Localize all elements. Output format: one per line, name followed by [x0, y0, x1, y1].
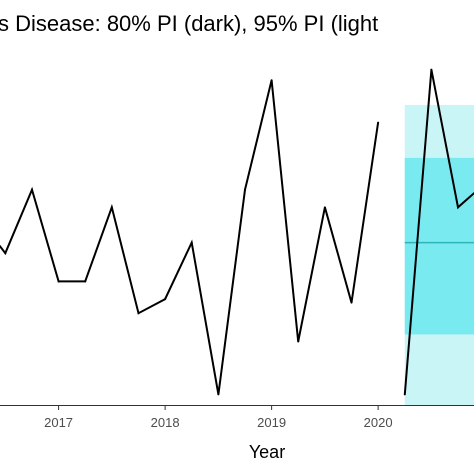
observed-point [297, 340, 300, 343]
observed-point [270, 79, 273, 82]
observed-point [137, 312, 140, 315]
observed-point [57, 280, 60, 283]
chart-title: s Disease: 80% PI (dark), 95% PI (light [0, 11, 378, 36]
x-axis-ticks: 2017 2018 2019 2020 [44, 405, 393, 430]
series-lines [0, 68, 474, 396]
forecast-point [403, 393, 406, 396]
observed-point [243, 188, 246, 191]
observed-point [217, 393, 220, 396]
forecast-point [430, 68, 433, 71]
prediction-intervals [404, 104, 474, 405]
observed-point [110, 206, 113, 209]
x-axis-title: Year [249, 442, 285, 462]
observed-series-line [0, 79, 380, 395]
observed-point [30, 188, 33, 191]
observed-point [4, 252, 7, 255]
interval-band-80pct [404, 157, 474, 335]
x-tick-label: 2017 [44, 415, 73, 430]
x-tick-label: 2019 [257, 415, 286, 430]
observed-point [164, 298, 167, 301]
observed-point [350, 301, 353, 304]
forecast-point [457, 206, 460, 209]
x-tick-label: 2018 [151, 415, 180, 430]
observed-point [377, 121, 380, 124]
x-tick-label: 2020 [364, 415, 393, 430]
observed-point [323, 206, 326, 209]
observed-point [0, 245, 1, 248]
forecast-series-line [403, 69, 474, 395]
observed-point [190, 241, 193, 244]
observed-point [84, 280, 87, 283]
